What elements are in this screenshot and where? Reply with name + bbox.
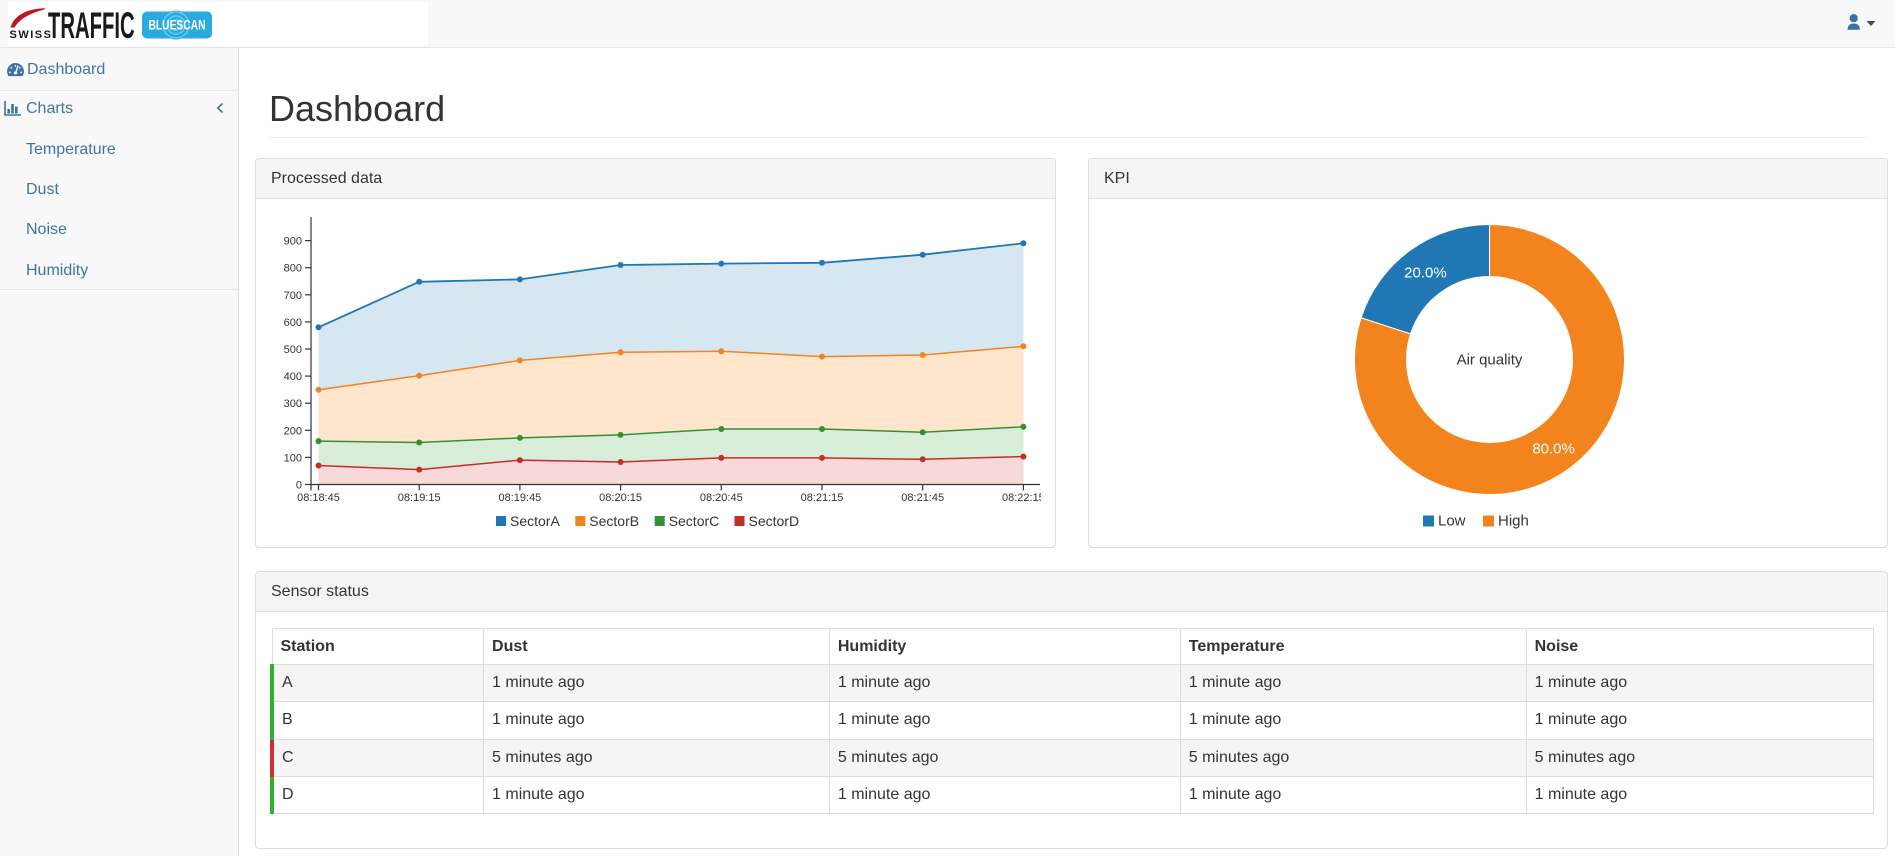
svg-text:100: 100	[284, 452, 302, 464]
svg-text:Low: Low	[1438, 513, 1466, 530]
svg-text:TRAFFIC: TRAFFIC	[48, 6, 135, 46]
svg-text:300: 300	[284, 398, 302, 410]
svg-text:08:22:15: 08:22:15	[1002, 492, 1041, 504]
svg-text:BLUESCAN: BLUESCAN	[149, 18, 206, 33]
svg-text:80.0%: 80.0%	[1532, 441, 1575, 458]
svg-text:600: 600	[284, 317, 302, 329]
svg-text:08:21:45: 08:21:45	[901, 492, 944, 504]
svg-text:08:21:15: 08:21:15	[801, 492, 844, 504]
svg-text:08:19:15: 08:19:15	[398, 492, 441, 504]
svg-text:08:19:45: 08:19:45	[498, 492, 541, 504]
svg-text:SWISS: SWISS	[10, 29, 53, 41]
svg-text:800: 800	[284, 263, 302, 275]
svg-text:900: 900	[284, 236, 302, 248]
svg-text:500: 500	[284, 344, 302, 356]
svg-text:SectorB: SectorB	[589, 513, 639, 529]
svg-text:200: 200	[284, 425, 302, 437]
svg-text:0: 0	[296, 480, 302, 492]
svg-text:700: 700	[284, 290, 302, 302]
svg-text:Air quality: Air quality	[1457, 352, 1523, 369]
svg-text:08:18:45: 08:18:45	[297, 492, 340, 504]
svg-text:SectorC: SectorC	[669, 513, 720, 529]
svg-text:SectorA: SectorA	[510, 513, 560, 529]
svg-text:SectorD: SectorD	[749, 513, 800, 529]
svg-text:High: High	[1498, 513, 1529, 530]
svg-text:20.0%: 20.0%	[1404, 264, 1447, 281]
svg-text:08:20:15: 08:20:15	[599, 492, 642, 504]
svg-text:400: 400	[284, 371, 302, 383]
svg-text:08:20:45: 08:20:45	[700, 492, 743, 504]
